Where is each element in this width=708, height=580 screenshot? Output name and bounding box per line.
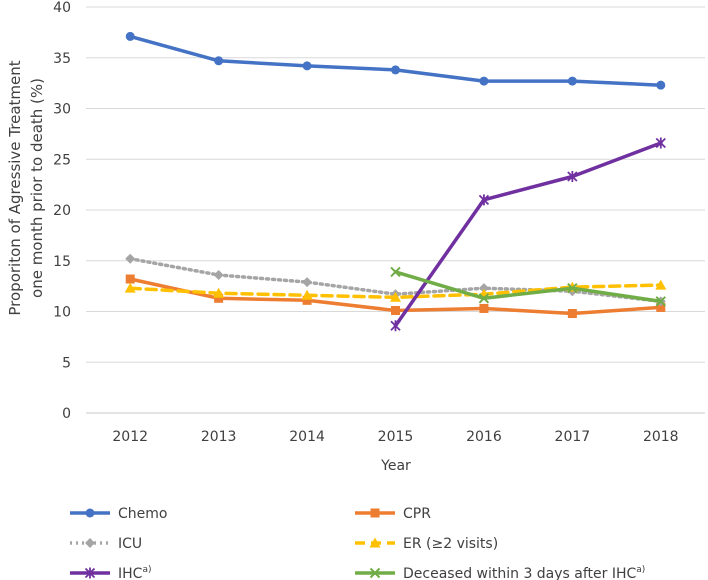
series-ihc — [390, 137, 666, 332]
series-deceased-within-3-days-after-ihc — [390, 266, 666, 307]
data-point-cpr-2014 — [302, 295, 312, 305]
data-point-chemo-2016 — [479, 76, 489, 86]
data-point-cpr-2018 — [656, 302, 666, 312]
data-point-er-2-visits-2013 — [213, 287, 225, 298]
y-tick-20: 20 — [53, 203, 71, 219]
x-tick-2016: 2016 — [466, 429, 502, 445]
y-tick-30: 30 — [53, 102, 71, 118]
y-tick-25: 25 — [53, 152, 71, 168]
y-axis-ticks: 0 5 10 15 20 25 30 35 40 — [53, 0, 71, 422]
data-point-chemo-2014 — [302, 61, 312, 71]
data-point-icu-2016 — [478, 283, 489, 294]
data-point-ihc-2017 — [567, 171, 578, 183]
data-point-er-2-visits-2014 — [301, 289, 313, 300]
legend-superscript-deceased-within-3-days-after-ihc: a) — [636, 565, 645, 575]
legend-item-deceased-within-3-days-after-ihc: Deceased within 3 days after IHCa) — [355, 565, 645, 580]
data-point-cpr-2016 — [479, 303, 489, 313]
series-line-deceased-within-3-days-after-ihc — [393, 270, 663, 304]
data-point-er-2-visits-2018 — [655, 279, 667, 290]
data-point-cpr-2012 — [125, 274, 135, 284]
legend-item-icu: ICU — [70, 536, 142, 552]
data-point-ihc-2018 — [655, 137, 666, 149]
legend: Chemo CPR ICU ER (≥2 visits) IHCa) Deceased w… — [70, 506, 645, 580]
data-point-ihc-2016 — [478, 194, 490, 206]
legend-marker-icu — [85, 538, 95, 548]
y-axis-label-line-2: one month prior to death (%) — [28, 78, 46, 298]
series-chemo — [125, 31, 666, 90]
data-point-icu-2012 — [125, 253, 136, 264]
data-point-deceased-within-3-days-after-ihc-2015 — [390, 266, 401, 278]
data-point-deceased-within-3-days-after-ihc-2016 — [478, 293, 490, 304]
legend-marker-er-2-visits — [369, 537, 381, 548]
legend-marker-deceased-within-3-days-after-ihc — [369, 567, 381, 579]
series-line-ihc — [393, 141, 663, 328]
y-axis-label-line-1: Proporiton of Agressive Treatment — [6, 60, 24, 315]
x-tick-2014: 2014 — [289, 429, 325, 445]
legend-label-ihc: IHCa) — [118, 565, 151, 580]
data-point-er-2-visits-2015 — [390, 291, 401, 302]
legend-marker-chemo — [85, 508, 95, 518]
data-point-deceased-within-3-days-after-ihc-2017 — [567, 282, 578, 294]
data-point-chemo-2018 — [656, 80, 666, 90]
x-tick-2018: 2018 — [643, 429, 679, 445]
x-tick-2015: 2015 — [378, 429, 414, 445]
series-line-chemo — [128, 34, 663, 87]
series-cpr — [125, 274, 666, 319]
data-point-er-2-visits-2012 — [124, 282, 136, 293]
data-point-cpr-2015 — [391, 305, 400, 315]
legend-label-chemo: Chemo — [118, 506, 167, 522]
data-point-icu-2013 — [213, 269, 224, 280]
data-point-icu-2014 — [302, 277, 313, 288]
y-tick-0: 0 — [62, 406, 71, 422]
legend-item-ihc: IHCa) — [70, 565, 151, 580]
legend-item-chemo: Chemo — [70, 506, 167, 522]
gridlines — [86, 6, 705, 414]
x-tick-2017: 2017 — [555, 429, 591, 445]
legend-marker-ihc — [84, 567, 96, 579]
y-tick-5: 5 — [62, 355, 71, 371]
data-point-chemo-2012 — [125, 31, 135, 41]
legend-superscript-ihc: a) — [142, 565, 151, 575]
data-point-chemo-2013 — [214, 56, 224, 66]
legend-marker-cpr — [370, 508, 380, 518]
legend-label-er-2-visits: ER (≥2 visits) — [403, 536, 498, 552]
legend-label-cpr: CPR — [403, 506, 431, 522]
x-axis-label: Year — [380, 458, 411, 474]
y-tick-40: 40 — [53, 0, 71, 16]
y-tick-15: 15 — [53, 254, 71, 270]
data-point-deceased-within-3-days-after-ihc-2018 — [655, 296, 666, 307]
legend-item-cpr: CPR — [355, 506, 431, 522]
x-axis-ticks: 2012 2013 2014 2015 2016 2017 2018 — [112, 429, 678, 445]
y-tick-10: 10 — [53, 305, 71, 321]
data-point-ihc-2015 — [390, 320, 401, 332]
data-point-chemo-2017 — [567, 76, 577, 86]
data-point-cpr-2013 — [214, 293, 224, 303]
series-layer — [124, 31, 667, 332]
legend-label-deceased-within-3-days-after-ihc: Deceased within 3 days after IHCa) — [403, 565, 645, 580]
legend-item-er-2-visits: ER (≥2 visits) — [355, 536, 498, 552]
y-tick-35: 35 — [53, 51, 71, 67]
legend-label-icu: ICU — [118, 536, 142, 552]
data-point-chemo-2015 — [391, 65, 400, 75]
data-point-cpr-2017 — [567, 309, 577, 319]
x-tick-2012: 2012 — [112, 429, 148, 445]
x-tick-2013: 2013 — [201, 429, 237, 445]
